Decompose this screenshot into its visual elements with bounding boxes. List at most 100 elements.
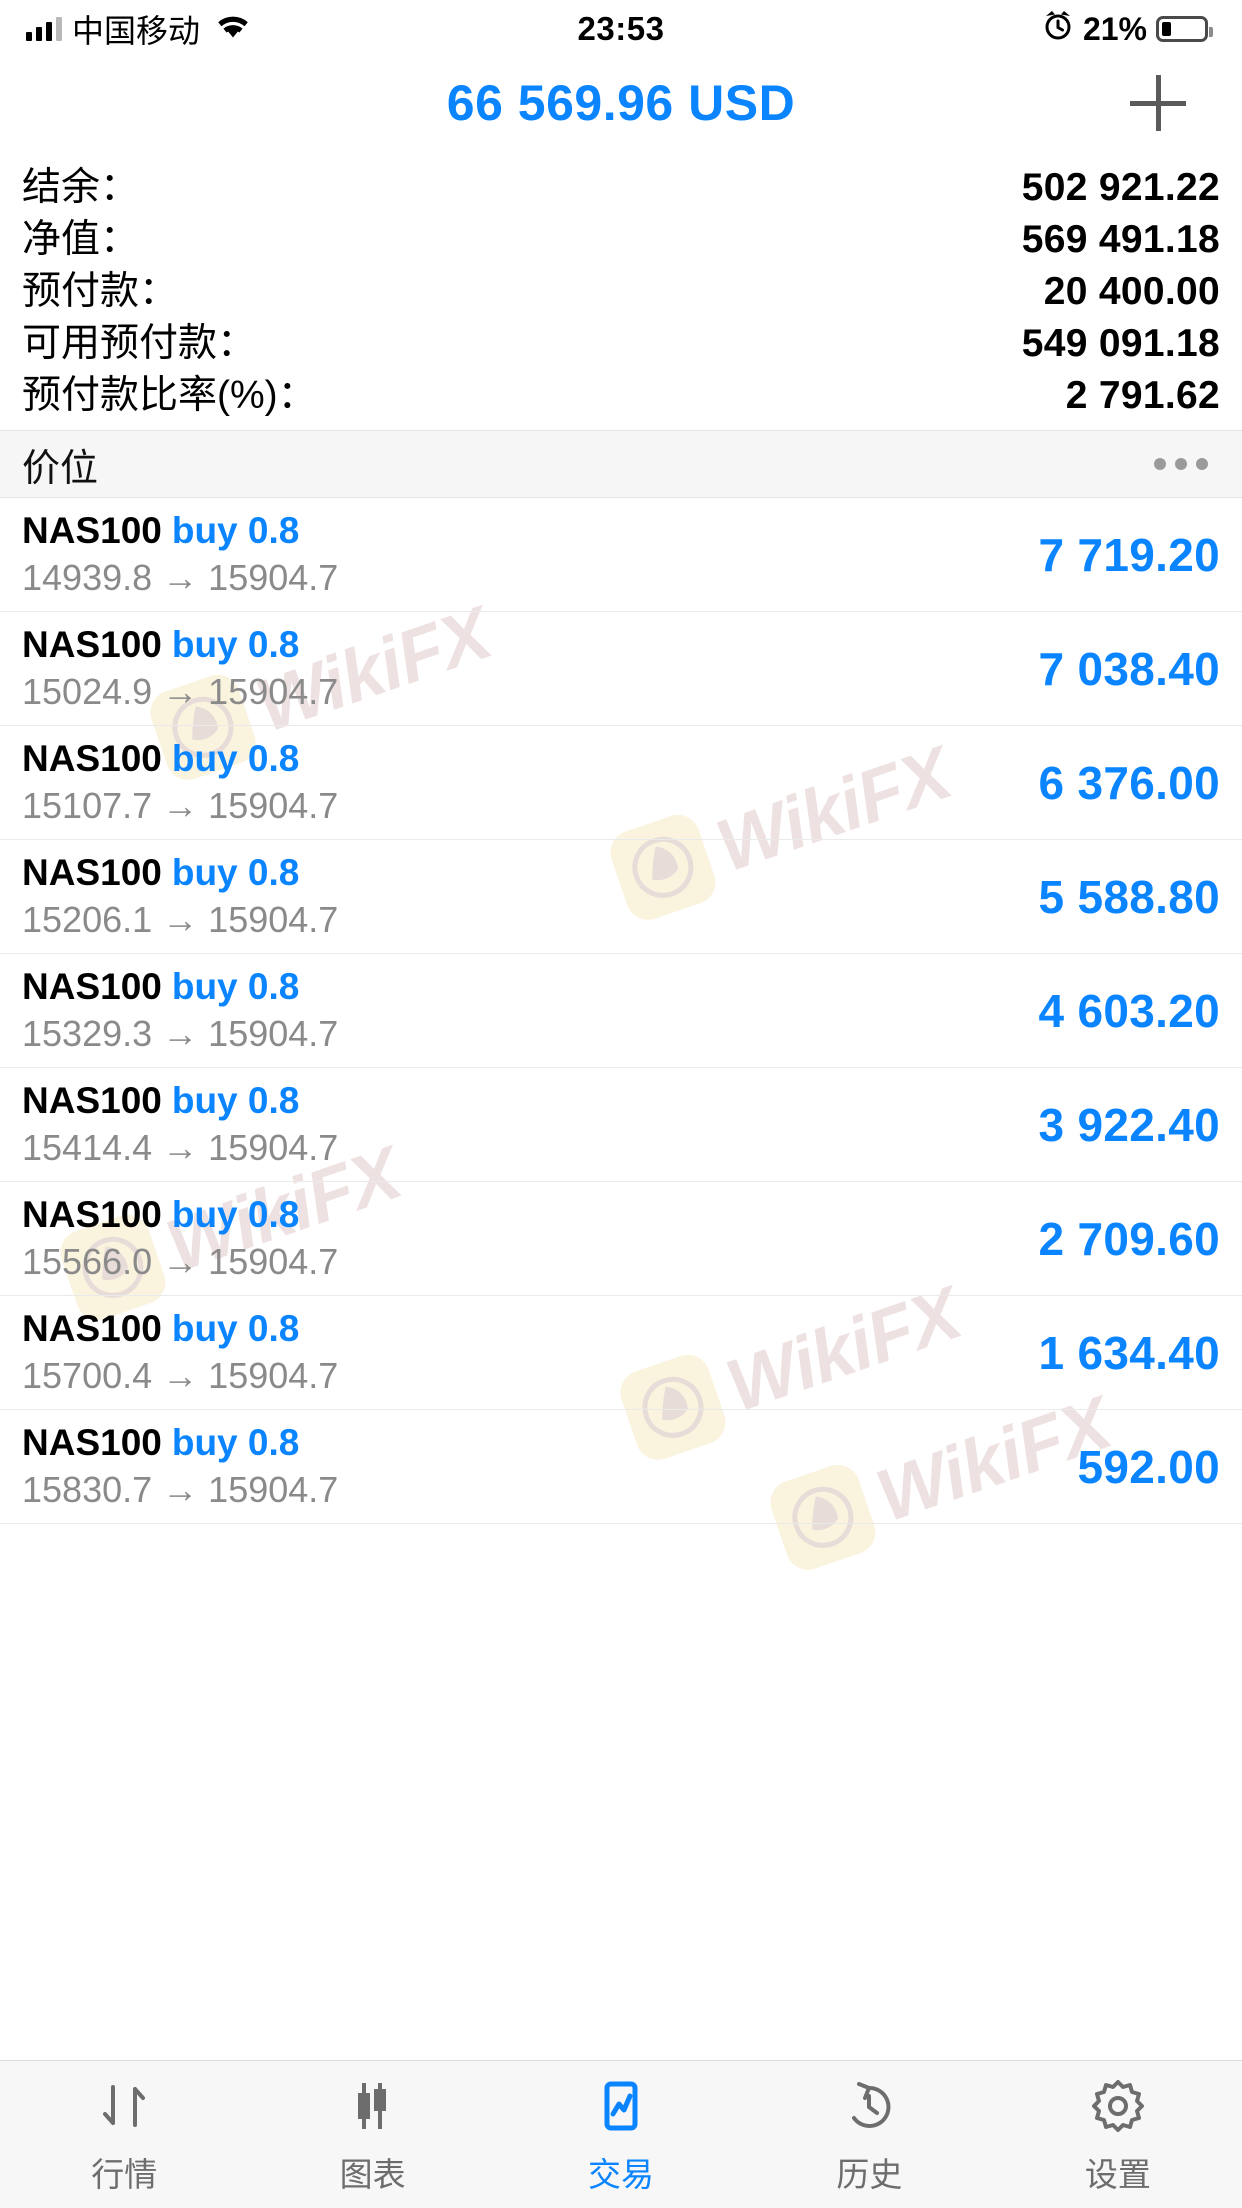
position-side: buy 0.8 [171,510,300,551]
tab-settings[interactable]: 设置 [994,2074,1242,2196]
table-row[interactable]: NAS100 buy 0.8 15206.1 → 15904.7 5 588.80 [0,840,1242,954]
current-price: 15904.7 [208,557,339,598]
open-price: 15566.0 [22,1241,153,1282]
position-info: NAS100 buy 0.8 15414.4 → 15904.7 [22,1080,338,1169]
table-row[interactable]: NAS100 buy 0.8 15107.7 → 15904.7 6 376.00 [0,726,1242,840]
open-price: 15329.3 [22,1013,153,1054]
arrow-icon: → [162,1127,199,1168]
candlestick-chart-icon [344,2074,402,2138]
arrow-icon: → [162,557,199,598]
table-row[interactable]: NAS100 buy 0.8 15830.7 → 15904.7 592.00 [0,1410,1242,1524]
position-prices: 15329.3 → 15904.7 [22,1013,338,1055]
summary-row-balance: 结余： 502 921.22 [22,156,1220,209]
status-bar-right: 21% [1042,9,1213,49]
trade-phone-chart-icon [592,2074,650,2138]
position-profit: 4 603.20 [1038,984,1220,1037]
position-side: buy 0.8 [171,1080,300,1121]
open-price: 15700.4 [22,1355,153,1396]
position-info: NAS100 buy 0.8 14939.8 → 15904.7 [22,510,338,599]
status-bar: 中国移动 23:53 21% [0,0,1242,58]
arrow-icon: → [162,899,199,940]
position-info: NAS100 buy 0.8 15830.7 → 15904.7 [22,1422,338,1511]
table-row[interactable]: NAS100 buy 0.8 14939.8 → 15904.7 7 719.20 [0,498,1242,612]
current-price: 15904.7 [208,1127,339,1168]
position-profit: 3 922.40 [1038,1098,1220,1151]
position-header-line: NAS100 buy 0.8 [22,1194,338,1236]
summary-value: 20 400.00 [1043,270,1220,313]
table-row[interactable]: NAS100 buy 0.8 15700.4 → 15904.7 1 634.40 [0,1296,1242,1410]
position-prices: 15830.7 → 15904.7 [22,1469,338,1511]
table-row[interactable]: NAS100 buy 0.8 15414.4 → 15904.7 3 922.40 [0,1068,1242,1182]
tab-label: 设置 [1084,2155,1151,2193]
summary-label: 净值： [22,218,140,261]
position-side: buy 0.8 [171,1194,300,1235]
position-side: buy 0.8 [171,738,300,779]
tab-trade[interactable]: 交易 [497,2074,745,2196]
open-price: 15024.9 [22,671,153,712]
position-symbol: NAS100 [22,852,162,893]
position-profit: 6 376.00 [1038,756,1220,809]
account-header: 66 569.96 USD [0,58,1242,148]
alarm-clock-icon [1042,9,1074,49]
summary-label: 预付款比率(%)： [22,374,317,417]
quotes-arrows-icon [95,2074,153,2138]
table-row[interactable]: NAS100 buy 0.8 15024.9 → 15904.7 7 038.40 [0,612,1242,726]
position-info: NAS100 buy 0.8 15329.3 → 15904.7 [22,966,338,1055]
summary-value: 2 791.62 [1065,374,1220,417]
position-profit: 7 719.20 [1038,528,1220,581]
tab-label: 交易 [588,2155,655,2193]
tab-history[interactable]: 历史 [745,2074,993,2196]
table-row[interactable]: NAS100 buy 0.8 15329.3 → 15904.7 4 603.20 [0,954,1242,1068]
position-symbol: NAS100 [22,1194,162,1235]
summary-row-margin: 预付款： 20 400.00 [22,260,1220,313]
position-header-line: NAS100 buy 0.8 [22,1308,338,1350]
current-price: 15904.7 [208,1013,339,1054]
current-price: 15904.7 [208,785,339,826]
more-dots-icon[interactable] [1154,458,1208,470]
gear-icon [1089,2074,1147,2138]
summary-value: 502 921.22 [1021,166,1220,209]
tab-charts[interactable]: 图表 [248,2074,496,2196]
positions-section-header[interactable]: 价位 [0,430,1242,498]
position-side: buy 0.8 [171,624,300,665]
position-profit: 7 038.40 [1038,642,1220,695]
position-symbol: NAS100 [22,510,162,551]
account-summary: 结余： 502 921.22 净值： 569 491.18 预付款： 20 40… [0,148,1242,417]
arrow-icon: → [162,671,199,712]
position-symbol: NAS100 [22,738,162,779]
summary-value: 569 491.18 [1021,218,1220,261]
open-price: 15414.4 [22,1127,153,1168]
bottom-tab-bar: 行情 图表 交易 历史 设置 [0,2060,1242,2208]
position-side: buy 0.8 [171,852,300,893]
position-info: NAS100 buy 0.8 15107.7 → 15904.7 [22,738,338,827]
tab-label: 行情 [91,2155,158,2193]
position-profit: 2 709.60 [1038,1212,1220,1265]
current-price: 15904.7 [208,899,339,940]
account-balance-title[interactable]: 66 569.96 USD [446,75,796,131]
position-prices: 15566.0 → 15904.7 [22,1241,338,1283]
arrow-icon: → [162,1013,199,1054]
summary-row-equity: 净值： 569 491.18 [22,208,1220,261]
history-clock-icon [840,2074,898,2138]
summary-value: 549 091.18 [1021,322,1220,365]
current-price: 15904.7 [208,671,339,712]
table-row[interactable]: NAS100 buy 0.8 15566.0 → 15904.7 2 709.60 [0,1182,1242,1296]
position-prices: 15414.4 → 15904.7 [22,1127,338,1169]
summary-label: 结余： [22,166,140,209]
positions-list: NAS100 buy 0.8 14939.8 → 15904.7 7 719.20… [0,498,1242,1524]
tab-quotes[interactable]: 行情 [0,2074,248,2196]
position-side: buy 0.8 [171,966,300,1007]
position-header-line: NAS100 buy 0.8 [22,738,338,780]
status-bar-left: 中国移动 [26,6,252,52]
summary-label: 可用预付款： [22,322,257,365]
position-symbol: NAS100 [22,1080,162,1121]
position-prices: 14939.8 → 15904.7 [22,557,338,599]
position-profit: 592.00 [1077,1440,1220,1493]
position-symbol: NAS100 [22,1308,162,1349]
arrow-icon: → [162,785,199,826]
section-title: 价位 [22,447,99,490]
position-header-line: NAS100 buy 0.8 [22,510,338,552]
plus-icon[interactable] [1130,75,1186,131]
signal-bars-icon [26,17,62,41]
summary-row-margin-level: 预付款比率(%)： 2 791.62 [22,364,1220,417]
